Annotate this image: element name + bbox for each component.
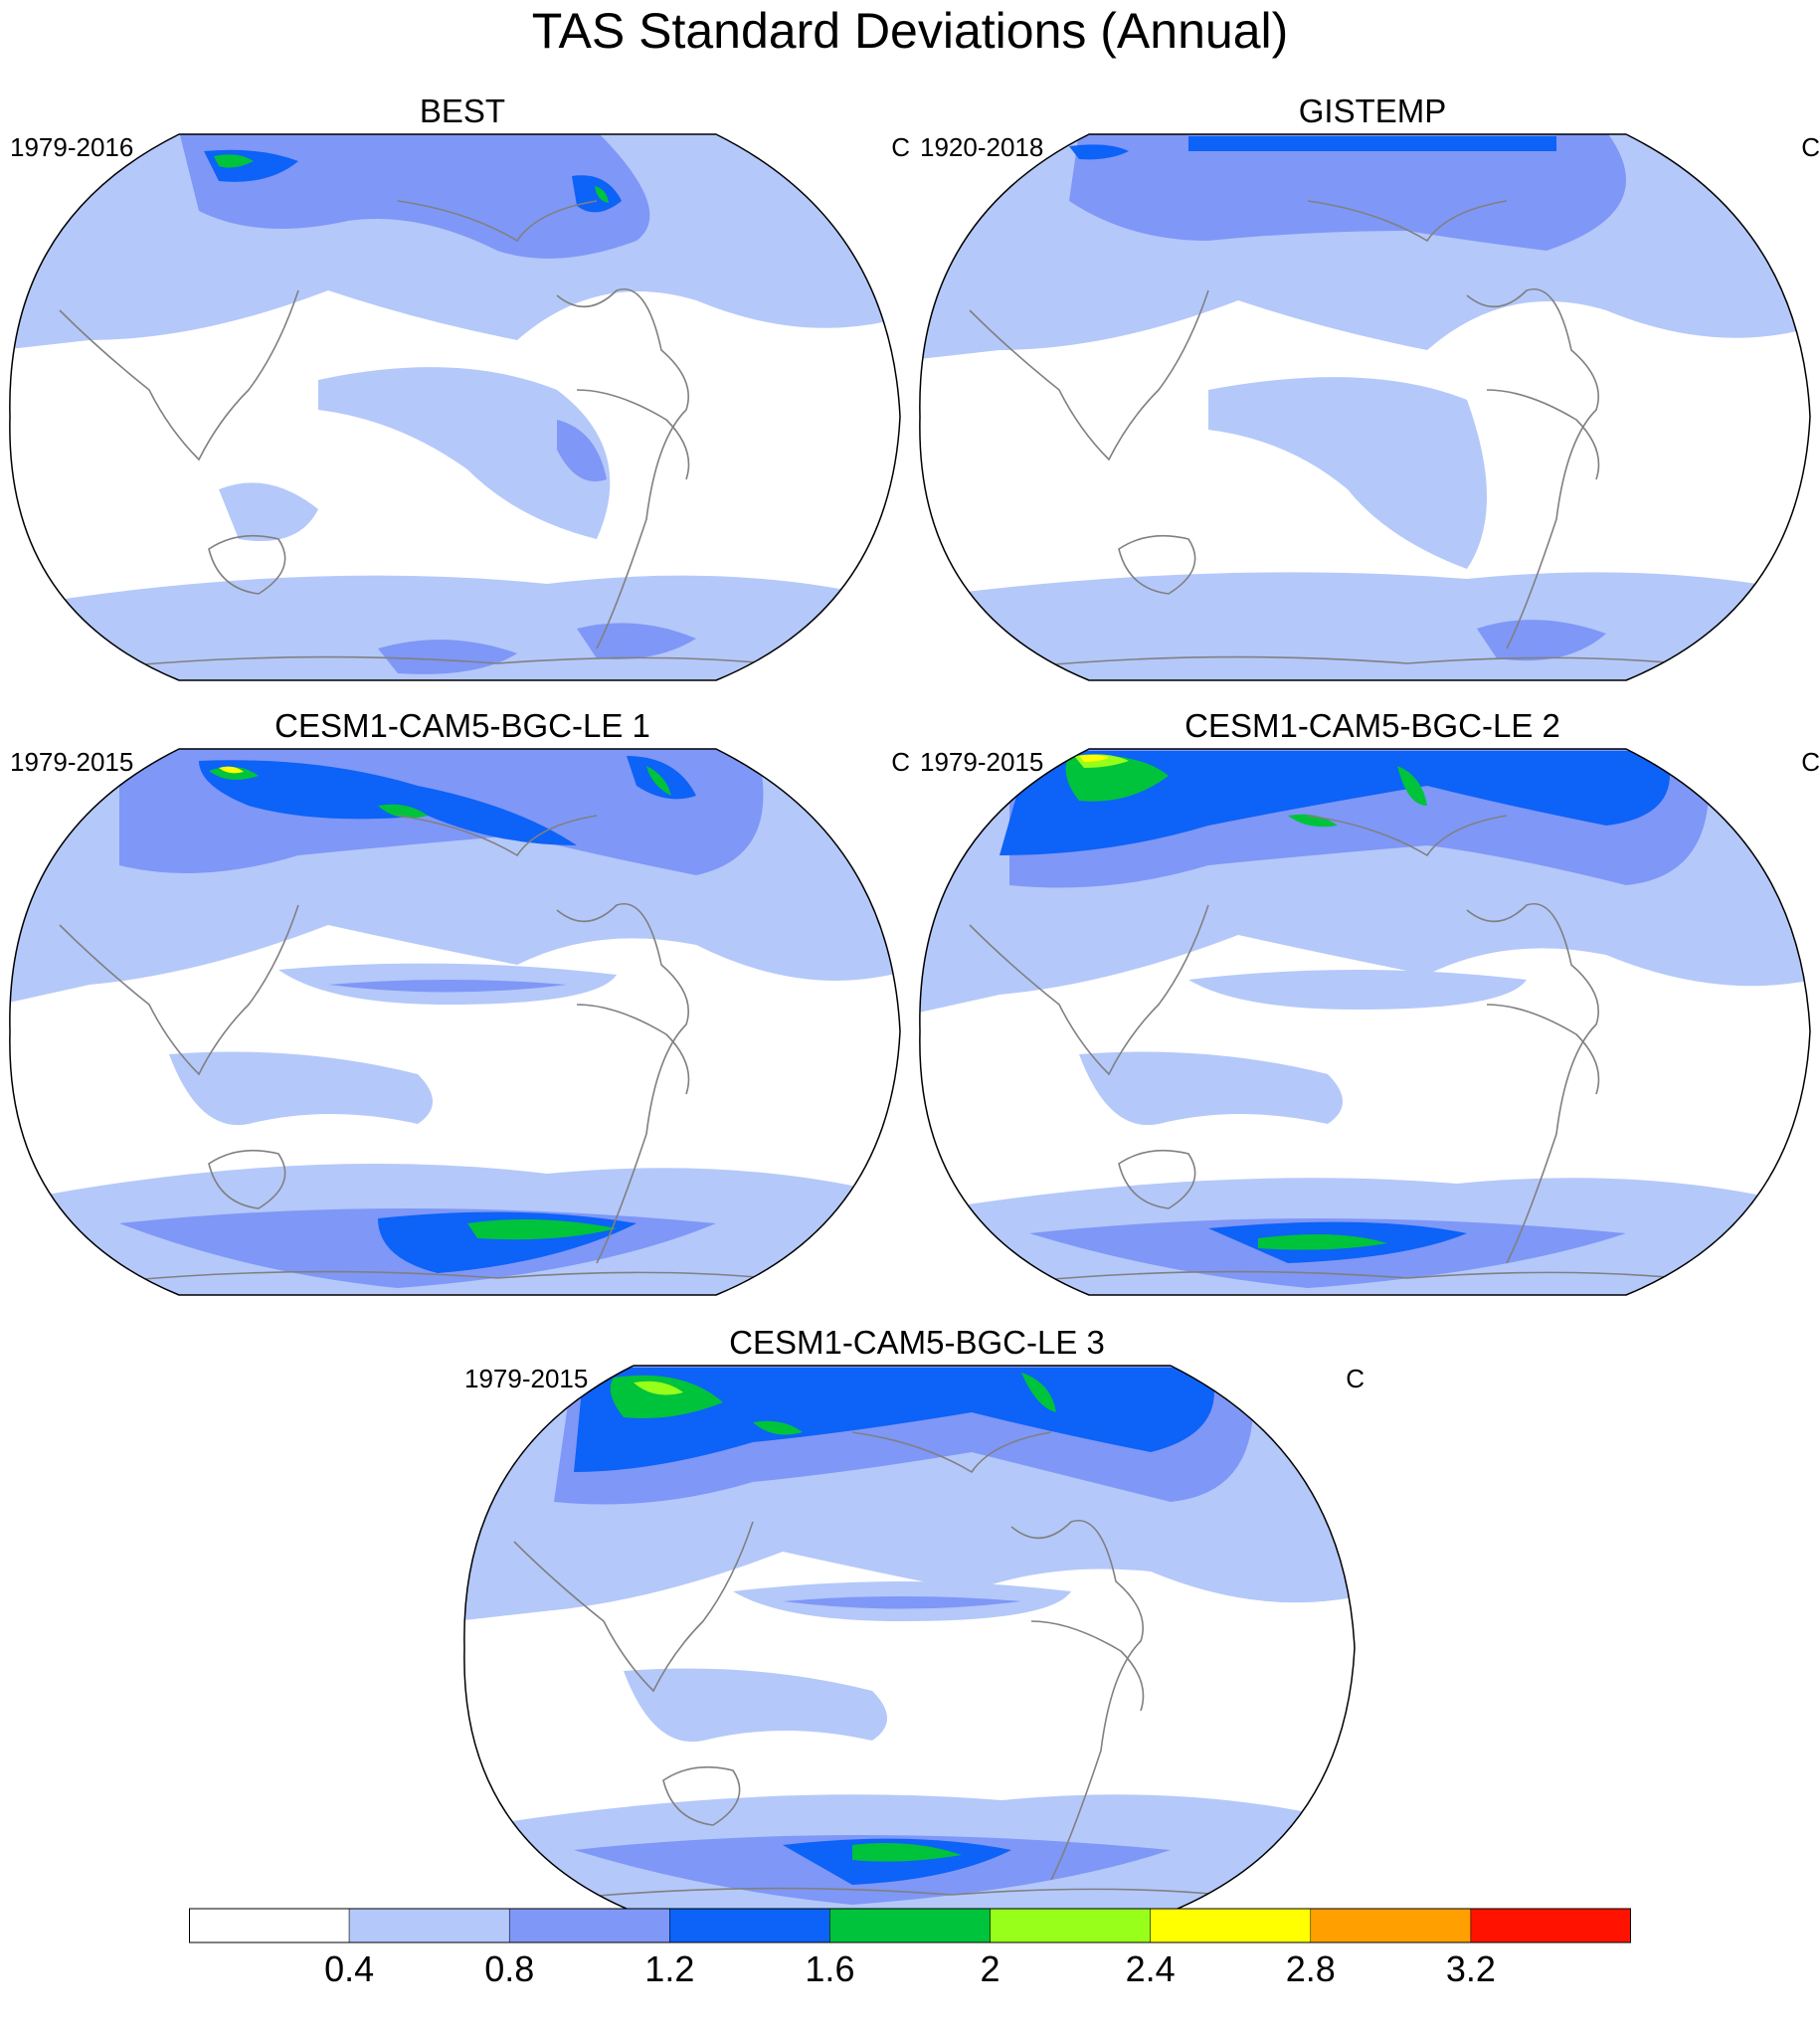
map-border	[9, 748, 901, 1296]
shading-level-6	[1079, 754, 1109, 762]
panel-title: CESM1-CAM5-BGC-LE 3	[729, 1324, 1105, 1361]
shading-level-2	[378, 640, 517, 674]
map-panel-le1: CESM1-CAM5-BGC-LE 1 1979-2015 C	[0, 706, 925, 1303]
map-panel-best: BEST 1979-2016 C	[0, 92, 925, 688]
panel-units: C	[1346, 1364, 1365, 1393]
panel-title: CESM1-CAM5-BGC-LE 2	[1184, 707, 1560, 744]
shading-level-3	[1069, 144, 1129, 160]
shading-level-4	[378, 804, 428, 819]
panel-title: BEST	[419, 92, 506, 129]
map-panel-gistemp: GISTEMP 1920-2018 C	[910, 92, 1820, 688]
panel-period: 1979-2016	[10, 132, 134, 162]
shading-level-4	[852, 1842, 962, 1862]
map-gistemp	[919, 133, 1811, 681]
panel-units: C	[1801, 747, 1820, 777]
colorbar-tick-label: 0.8	[484, 1948, 535, 1989]
panel-units: C	[1801, 132, 1820, 162]
shading-level-1	[9, 575, 901, 680]
map-le2	[919, 748, 1811, 1296]
map-panel-le3: CESM1-CAM5-BGC-LE 3 1979-2015 C	[455, 1323, 1379, 1920]
shading-level-6	[219, 766, 244, 774]
shading-level-4	[1021, 1373, 1056, 1412]
shading-level-2	[179, 134, 650, 259]
shading-level-2	[783, 1596, 1021, 1609]
colorbar-outline	[189, 1908, 1631, 1943]
shading-level-3	[1188, 136, 1556, 151]
colorbar-tick-label: 3.2	[1445, 1948, 1496, 1989]
shading-level-4	[646, 766, 671, 796]
map-le1	[9, 748, 901, 1296]
panel-units: C	[891, 747, 910, 777]
panel-title: GISTEMP	[1298, 92, 1447, 129]
colorbar-box	[1310, 1908, 1472, 1943]
colorbar-box	[348, 1908, 510, 1943]
shading-level-4	[1397, 766, 1427, 806]
shading-level-4	[209, 767, 259, 780]
colorbar-box	[829, 1908, 991, 1943]
shading-level-3	[574, 1368, 1214, 1472]
colorbar: 0.4 0.8 1.2 1.6 2 2.4 2.8 3.2	[189, 1908, 1631, 2027]
shading-level-4	[595, 186, 609, 203]
shading-level-1	[169, 1051, 433, 1126]
panel-period: 1979-2015	[920, 747, 1044, 777]
colorbar-tick-label: 2	[980, 1948, 1001, 1989]
panel-period: 1979-2015	[10, 747, 134, 777]
map-panel-le2: CESM1-CAM5-BGC-LE 2 1979-2015 C	[910, 706, 1820, 1303]
colorbar-box	[1150, 1908, 1312, 1943]
map-best	[9, 133, 901, 681]
coastlines	[59, 200, 846, 674]
figure-title: TAS Standard Deviations (Annual)	[531, 3, 1289, 59]
coastlines	[969, 815, 1756, 1289]
colorbar-box	[189, 1908, 350, 1943]
shading-level-3	[199, 760, 577, 845]
colorbar-tick-label: 1.2	[644, 1948, 695, 1989]
shading-level-1	[1188, 970, 1527, 1010]
shading-level-4	[1288, 814, 1338, 828]
coastlines	[59, 815, 846, 1289]
colorbar-tick-label: 0.4	[324, 1948, 375, 1989]
shading-level-1	[318, 367, 611, 539]
shading-level-2	[1069, 134, 1626, 251]
colorbar-tick-label: 1.6	[805, 1948, 855, 1989]
panel-title: CESM1-CAM5-BGC-LE 1	[274, 707, 650, 744]
map-le3	[463, 1365, 1356, 1913]
shading-level-1	[624, 1668, 887, 1743]
shading-level-4	[214, 154, 254, 168]
map-border	[919, 748, 1811, 1296]
colorbar-box	[990, 1908, 1151, 1943]
shading-level-1	[219, 482, 318, 541]
panel-period: 1920-2018	[920, 132, 1044, 162]
panel-units: C	[891, 132, 910, 162]
shading-level-1	[1208, 377, 1487, 569]
shading-level-2	[557, 420, 607, 481]
colorbar-tick-label: 2.4	[1125, 1948, 1176, 1989]
colorbar-boxes	[189, 1908, 1631, 1943]
shading-level-4	[467, 1219, 617, 1240]
colorbar-box	[1470, 1908, 1631, 1943]
shading-level-2	[577, 623, 696, 659]
panel-period: 1979-2015	[464, 1364, 589, 1393]
shading-level-2	[1477, 620, 1606, 661]
coastlines	[969, 200, 1756, 674]
shading-level-3	[783, 1838, 1011, 1885]
shading-level-4	[753, 1420, 803, 1435]
map-border	[919, 133, 1811, 681]
colorbar-box	[508, 1908, 670, 1943]
shading-level-1	[919, 572, 1811, 680]
shading-level-1	[1079, 1051, 1343, 1126]
shading-level-3	[1000, 751, 1670, 855]
shading-level-2	[328, 980, 567, 993]
shading-level-4	[1258, 1234, 1387, 1250]
shading-level-5	[634, 1381, 683, 1395]
colorbar-box	[669, 1908, 830, 1943]
colorbar-tick-label: 2.8	[1285, 1948, 1336, 1989]
coastlines	[513, 1431, 1301, 1906]
map-border	[9, 133, 901, 681]
